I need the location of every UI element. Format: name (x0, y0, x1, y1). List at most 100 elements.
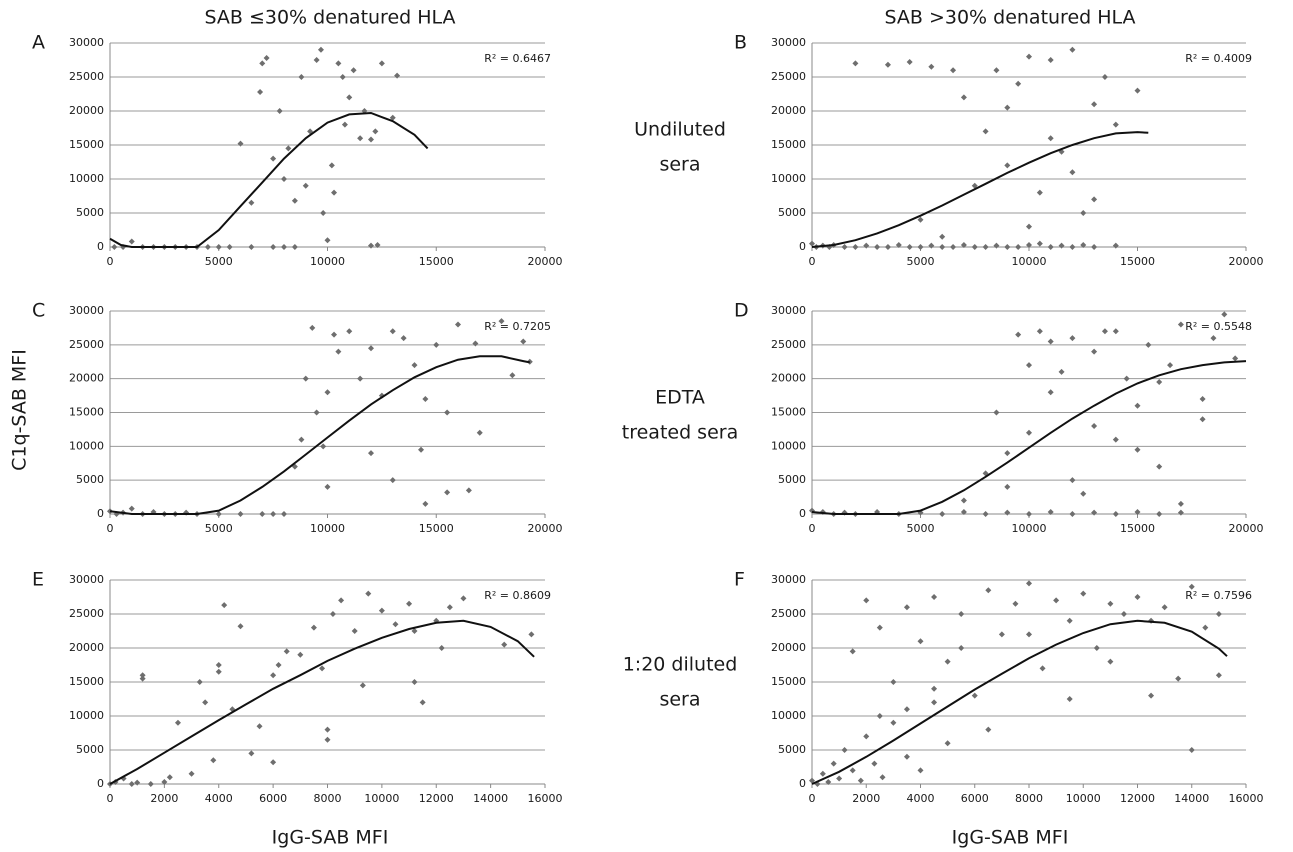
data-point (825, 778, 832, 785)
data-point (509, 372, 516, 379)
y-tick-label: 30000 (69, 573, 104, 586)
data-point (1107, 658, 1114, 665)
data-point (368, 136, 374, 143)
data-point (324, 389, 331, 396)
x-tick-label: 10000 (310, 255, 345, 268)
x-tick-label: 15000 (1120, 522, 1155, 535)
data-point (1134, 87, 1141, 94)
x-tick-label: 20000 (528, 522, 563, 535)
data-point (400, 335, 407, 342)
data-point (849, 767, 856, 774)
data-point (1069, 335, 1076, 342)
data-point (1177, 321, 1184, 328)
data-point (389, 114, 396, 121)
data-point (433, 341, 440, 348)
data-point (188, 770, 195, 777)
data-point (928, 63, 935, 70)
data-point (215, 668, 222, 675)
data-point (128, 781, 135, 787)
data-point (313, 57, 320, 63)
y-tick-label: 25000 (69, 338, 104, 351)
data-point (1148, 692, 1155, 699)
data-point (1167, 362, 1174, 369)
data-point (1026, 580, 1032, 587)
data-point (263, 54, 270, 61)
data-point (985, 587, 992, 594)
data-point (857, 777, 864, 784)
y-tick-label: 5000 (76, 473, 104, 486)
x-tick-label: 20000 (1229, 522, 1264, 535)
data-point (331, 189, 338, 196)
y-tick-label: 5000 (778, 743, 806, 756)
data-point (852, 244, 859, 250)
data-point (863, 597, 870, 604)
trend-line (109, 111, 429, 248)
data-point (950, 244, 957, 250)
y-tick-label: 0 (799, 777, 806, 790)
data-point (374, 241, 381, 248)
r-squared: R² = 0.4009 (1185, 52, 1252, 65)
x-tick-label: 6000 (961, 792, 989, 805)
data-point (928, 242, 935, 249)
data-point (460, 595, 467, 602)
data-point (276, 108, 283, 114)
panel-letter: C (32, 300, 45, 322)
data-point (498, 318, 505, 325)
data-point (1112, 328, 1119, 335)
data-point (1036, 328, 1043, 335)
data-point (139, 675, 146, 682)
row-label: Undiluted (634, 119, 726, 141)
y-tick-label: 25000 (771, 607, 806, 620)
data-point (841, 244, 848, 250)
data-point (368, 345, 374, 352)
data-point (1069, 169, 1076, 176)
data-point (359, 682, 366, 689)
y-tick-label: 20000 (771, 641, 806, 654)
y-tick-label: 30000 (69, 304, 104, 317)
data-point (944, 658, 951, 665)
x-tick-label: 15000 (419, 522, 454, 535)
data-point (1202, 624, 1209, 631)
data-point (446, 604, 453, 611)
data-point (389, 477, 396, 484)
y-tick-label: 20000 (771, 372, 806, 385)
data-point (1026, 511, 1032, 517)
data-point (418, 446, 425, 453)
data-point (270, 155, 277, 162)
data-point (1026, 53, 1032, 60)
y-tick-label: 10000 (69, 172, 104, 185)
data-point (324, 736, 331, 743)
data-point (1047, 57, 1054, 63)
y-tick-label: 25000 (69, 607, 104, 620)
data-point (1091, 423, 1098, 430)
data-point (1026, 631, 1032, 638)
data-point (406, 600, 413, 607)
x-tick-label: 2000 (852, 792, 880, 805)
data-point (161, 778, 168, 785)
data-point (1215, 672, 1222, 679)
data-point (884, 244, 891, 250)
x-tick-label: 8000 (1015, 792, 1043, 805)
y-tick-label: 5000 (778, 206, 806, 219)
y-tick-label: 20000 (69, 641, 104, 654)
x-tick-label: 0 (107, 522, 114, 535)
data-point (876, 624, 883, 631)
data-point (331, 331, 338, 338)
data-point (134, 779, 141, 786)
x-tick-label: 12000 (419, 792, 454, 805)
data-point (501, 641, 508, 648)
x-axis-label: IgG-SAB MFI (272, 827, 389, 849)
data-point (1004, 244, 1011, 250)
data-point (1091, 101, 1098, 108)
x-tick-label: 10000 (364, 792, 399, 805)
data-point (1199, 395, 1206, 402)
data-point (1101, 328, 1108, 335)
data-point (291, 197, 298, 204)
row-label: sera (659, 154, 700, 176)
data-point (917, 638, 924, 645)
data-point (1120, 611, 1127, 617)
data-point (1112, 121, 1119, 128)
data-point (841, 747, 848, 753)
data-point (215, 662, 222, 668)
data-point (1091, 348, 1098, 355)
